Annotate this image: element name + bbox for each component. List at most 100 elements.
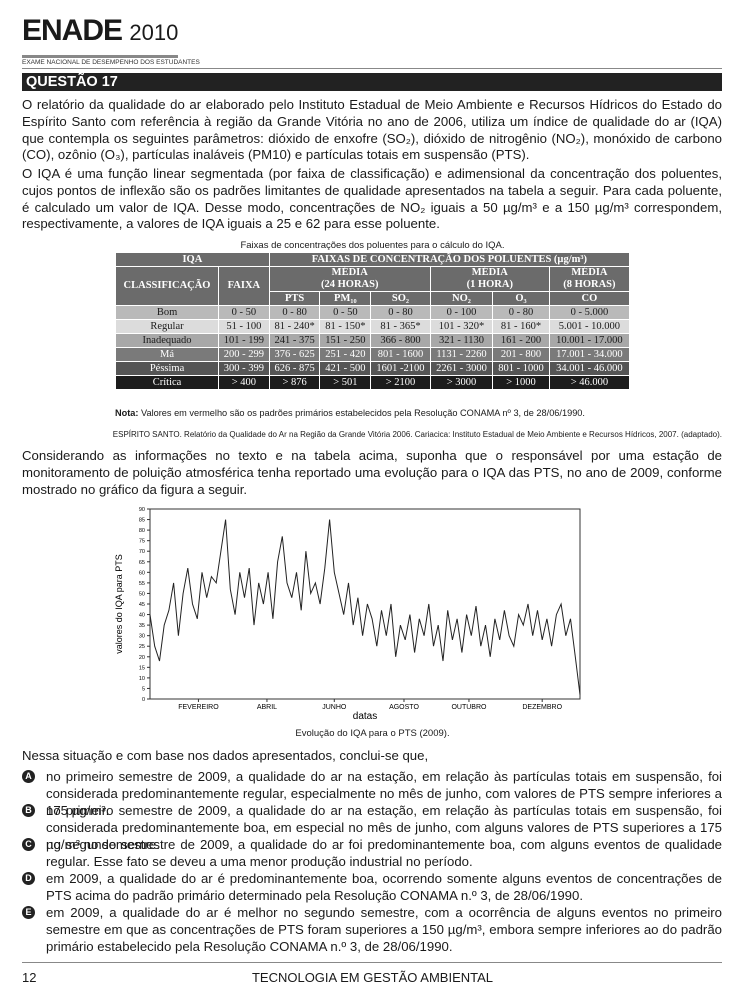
logo-text: ENADE [22, 14, 123, 47]
note-text: Valores em vermelho são os padrões primá… [141, 408, 585, 418]
table-cell: 0 - 50 [218, 305, 270, 320]
header-line: (8 HORAS) [563, 279, 616, 290]
table-cell: 17.001 - 34.000 [548, 347, 631, 362]
pollutant-table: IQA FAIXAS DE CONCENTRAÇÃO DOS POLUENTES … [114, 252, 631, 390]
table-cell: 2261 - 3000 [429, 361, 494, 376]
y-tick-label: 45 [139, 602, 145, 608]
table-cell: 81 - 240* [268, 319, 321, 334]
header-cell: MÉDIA (24 HORAS) [268, 266, 431, 292]
table-cell: 251 - 420 [319, 347, 372, 362]
paragraph: O relatório da qualidade do ar elaborado… [22, 97, 722, 163]
table-cell: 151 - 250 [319, 333, 372, 348]
header-cell: FAIXAS DE CONCENTRAÇÃO DOS POLUENTES (µg… [268, 252, 631, 267]
header-cell: FAIXA [218, 266, 270, 306]
x-tick-label: DEZEMBRO [522, 704, 562, 711]
table-row: Péssima 300 - 399 626 - 875 421 - 500 1601 -… [114, 361, 631, 376]
table-cell: 626 - 875 [268, 361, 321, 376]
paragraph: Considerando as informações no texto e n… [22, 448, 722, 497]
table-cell: 5.001 - 10.000 [548, 319, 631, 334]
header-cell: PTS [268, 291, 321, 306]
x-tick-label: OUTUBRO [451, 704, 487, 711]
header-line: MÉDIA [471, 267, 508, 278]
table-row: Bom 0 - 50 0 - 80 0 - 50 0 - 80 0 - 100 0 - 80… [114, 305, 631, 320]
table-cell: 101 - 199 [218, 333, 270, 348]
header-cell: PM₁₀ [319, 291, 372, 306]
table-cell: 0 - 80 [492, 305, 550, 320]
header-cell: CLASSIFICAÇÃO [114, 266, 220, 306]
table-cell: > 3000 [429, 375, 494, 390]
table-note: Nota: Valores em vermelho são os padrões… [115, 408, 585, 418]
y-tick-label: 70 [139, 549, 145, 555]
source: ESPÍRITO SANTO. Relatório da Qualidade d… [112, 430, 722, 439]
table-cell: 101 - 320* [429, 319, 494, 334]
table-cell: Má [114, 347, 220, 362]
table-cell: 161 - 200 [492, 333, 550, 348]
exam-subtitle: EXAME NACIONAL DE DESEMPENHO DOS ESTUDAN… [22, 59, 200, 66]
table-cell: 321 - 1130 [429, 333, 494, 348]
y-tick-label: 75 [139, 539, 145, 545]
table-row: Crítica > 400 > 876 > 501 > 2100 > 3000 > 1000… [114, 375, 631, 390]
table-cell: 0 - 80 [370, 305, 431, 320]
y-tick-label: 0 [142, 697, 145, 703]
table-caption: Faixas de concentrações dos poluentes pa… [240, 240, 505, 251]
option-letter: D [22, 872, 35, 885]
y-tick-label: 5 [142, 686, 145, 692]
y-tick-label: 60 [139, 570, 145, 576]
y-tick-label: 35 [139, 623, 145, 629]
option-letter: C [22, 838, 35, 851]
table-cell: > 400 [218, 375, 270, 390]
header-line: (1 HORA) [466, 279, 513, 290]
chart-caption: Evolução do IQA para o PTS (2009). [295, 728, 450, 739]
table-row: Regular 51 - 100 81 - 240* 81 - 150* 81 - 36… [114, 319, 631, 334]
header-row: IQA FAIXAS DE CONCENTRAÇÃO DOS POLUENTES … [115, 252, 631, 267]
header-line: MÉDIA [571, 267, 608, 278]
chart: 0 5 10 15 20 25 30 35 40 45 50 55 60 65 70 75 80 85 90 FEVE… [114, 507, 581, 721]
x-tick-label: AGOSTO [389, 704, 419, 711]
table-cell: > 2100 [370, 375, 431, 390]
option-text: no segundo semestre de 2009, a qualidade… [46, 837, 722, 869]
table-cell: 1131 - 2260 [429, 347, 494, 362]
course-name: TECNOLOGIA EM GESTÃO AMBIENTAL [251, 970, 494, 985]
table-cell: Péssima [114, 361, 220, 376]
option-text: no primeiro semestre de 2009, a qualidad… [46, 769, 722, 818]
table-row: Má 200 - 299 376 - 625 251 - 420 801 - 1600 1… [114, 347, 631, 362]
x-tick-label: JUNHO [322, 704, 347, 711]
y-tick-label: 85 [139, 518, 145, 524]
table-cell: > 46.000 [548, 375, 631, 390]
option-letter: E [22, 906, 35, 919]
table-cell: 34.001 - 46.000 [548, 361, 631, 376]
table-cell: 421 - 500 [319, 361, 372, 376]
y-axis-label: valores do IQA para PTS [114, 554, 124, 654]
y-tick-label: 50 [139, 591, 145, 597]
option-letter: A [22, 770, 35, 783]
option-letter: B [22, 804, 35, 817]
footer-rule [22, 962, 722, 963]
table-cell: 0 - 5.000 [548, 305, 631, 320]
table-cell: > 876 [268, 375, 321, 390]
series-line [149, 519, 581, 695]
header-row: CLASSIFICAÇÃO FAIXA MÉDIA (24 HORAS) MÉDIA (1… [114, 266, 631, 306]
x-axis-label: datas [353, 711, 377, 721]
table-cell: 1601 -2100 [370, 361, 431, 376]
rule [22, 68, 722, 69]
page-number: 12 [22, 970, 37, 985]
header-cell: CO [548, 291, 631, 306]
table-cell: 801 - 1600 [370, 347, 431, 362]
y-tick-label: 10 [139, 676, 145, 682]
table-cell: 0 - 80 [268, 305, 321, 320]
table-cell: Inadequado [114, 333, 220, 348]
y-tick-label: 15 [139, 665, 145, 671]
table-cell: 0 - 50 [319, 305, 372, 320]
table-row: Inadequado 101 - 199 241 - 375 151 - 250 366… [114, 333, 631, 348]
table-cell: > 501 [319, 375, 372, 390]
plot-frame [149, 508, 581, 700]
x-tick-label: FEVEREIRO [178, 704, 219, 711]
header-cell: IQA [115, 252, 270, 267]
logo-rule [22, 55, 178, 58]
option-text: no primeiro semestre de 2009, a qualidad… [46, 803, 722, 852]
